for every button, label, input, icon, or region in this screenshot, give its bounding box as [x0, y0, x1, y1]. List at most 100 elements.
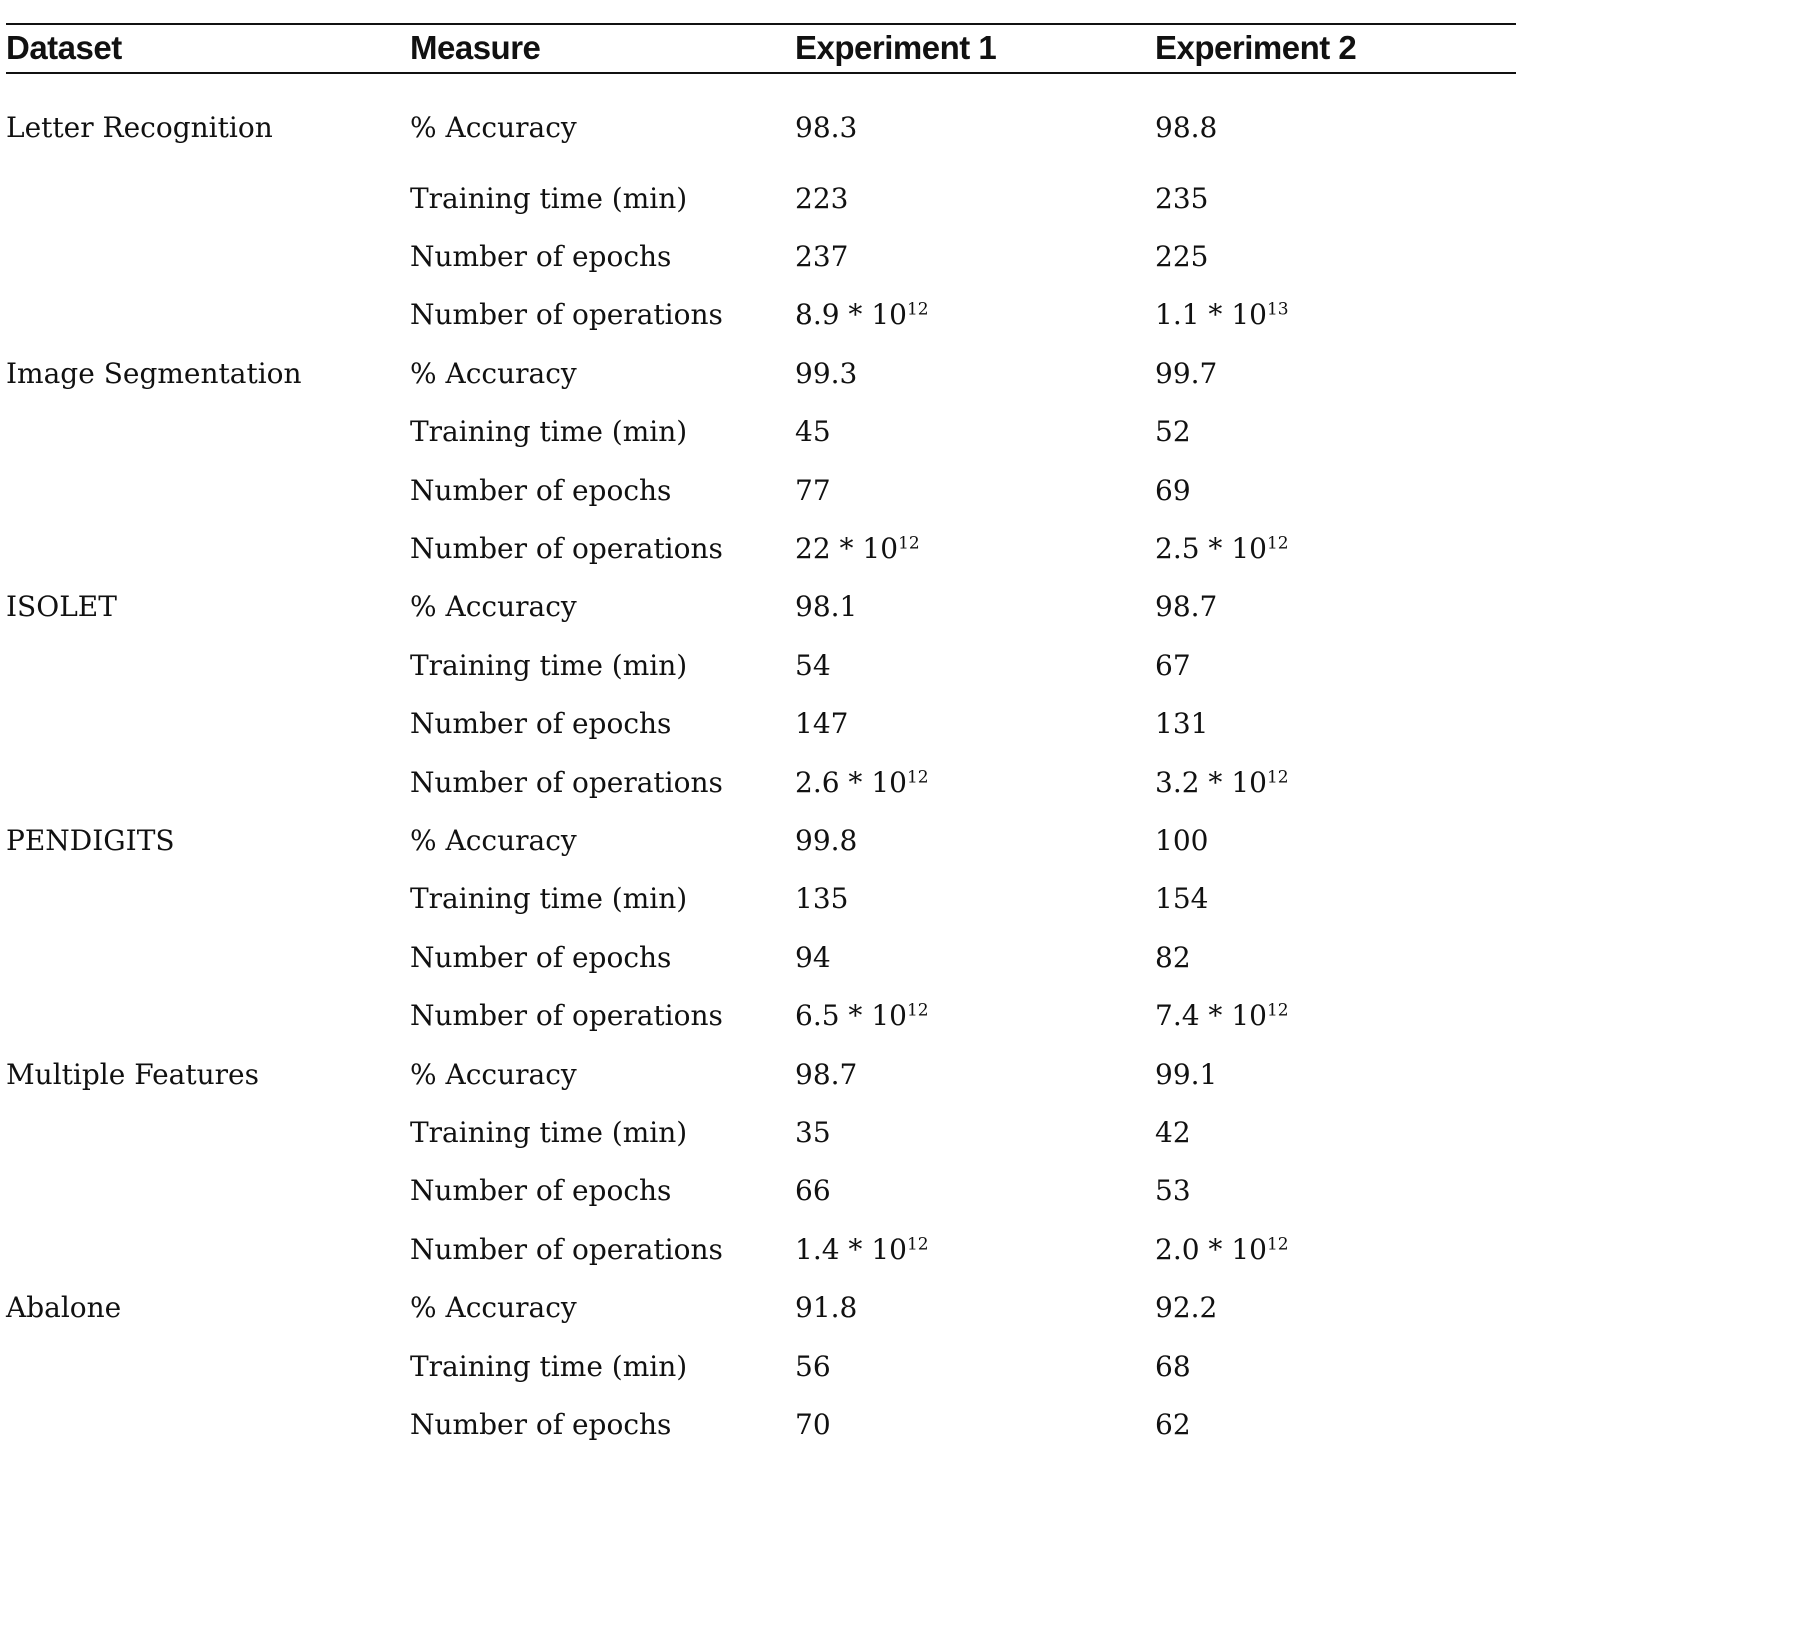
cell-measure-value: Number of operations — [410, 765, 723, 799]
cell-dataset: PENDIGITS — [6, 811, 410, 869]
cell-measure: % Accuracy — [410, 71, 795, 169]
cell-experiment-1-value: 56 — [795, 1349, 831, 1383]
cell-experiment-2-exponent: 12 — [1266, 1234, 1289, 1255]
cell-measure: Number of epochs — [410, 227, 795, 285]
cell-experiment-2-value: 99.7 — [1155, 356, 1218, 390]
table-row: Training time (min) 223 235 — [6, 169, 1516, 227]
cell-experiment-1-value: 223 — [795, 181, 849, 215]
cell-experiment-1-value: 1.4 * 10 — [795, 1232, 907, 1266]
cell-experiment-1-exponent: 12 — [906, 1234, 929, 1255]
cell-experiment-1-value: 2.6 * 10 — [795, 765, 907, 799]
cell-experiment-2-value: 98.7 — [1155, 590, 1218, 624]
cell-dataset — [6, 1162, 410, 1220]
cell-measure-value: Number of epochs — [410, 707, 672, 741]
cell-experiment-2-value: 225 — [1155, 240, 1209, 274]
cell-measure: Number of epochs — [410, 1162, 795, 1220]
cell-dataset — [6, 403, 410, 461]
cell-experiment-2-value: 99.1 — [1155, 1057, 1218, 1091]
cell-measure-value: Number of epochs — [410, 1174, 672, 1208]
cell-experiment-1-value: 66 — [795, 1174, 831, 1208]
cell-measure-value: Training time (min) — [410, 882, 688, 916]
cell-measure-value: Training time (min) — [410, 415, 688, 449]
cell-measure: Number of epochs — [410, 695, 795, 753]
cell-dataset — [6, 1337, 410, 1395]
cell-experiment-2-value: 3.2 * 10 — [1155, 765, 1267, 799]
cell-experiment-2-value: 100 — [1155, 823, 1209, 857]
table-top-rule — [6, 23, 1516, 25]
cell-experiment-1-value: 99.8 — [795, 823, 858, 857]
cell-measure: % Accuracy — [410, 811, 795, 869]
table-row: Training time (min) 56 68 — [6, 1337, 1516, 1395]
cell-experiment-1: 2.6 * 1012 — [795, 753, 1155, 811]
cell-experiment-2-value: 2.5 * 10 — [1155, 532, 1267, 566]
cell-experiment-2-value: 131 — [1155, 707, 1209, 741]
cell-experiment-2: 2.0 * 1012 — [1155, 1220, 1516, 1278]
cell-experiment-1: 98.1 — [795, 578, 1155, 636]
cell-measure-value: % Accuracy — [410, 590, 577, 624]
cell-dataset: ISOLET — [6, 578, 410, 636]
cell-experiment-1-value: 22 * 10 — [795, 532, 899, 566]
cell-experiment-2: 98.8 — [1155, 71, 1516, 169]
cell-experiment-2-value: 1.1 * 10 — [1155, 298, 1267, 332]
cell-experiment-2-exponent: 12 — [1266, 533, 1289, 554]
cell-dataset-value: PENDIGITS — [6, 823, 175, 857]
cell-measure-value: % Accuracy — [410, 1057, 577, 1091]
cell-experiment-1-exponent: 12 — [906, 1000, 929, 1021]
table-row: Abalone % Accuracy 91.8 92.2 — [6, 1278, 1516, 1336]
cell-measure: Training time (min) — [410, 403, 795, 461]
cell-dataset-value: Image Segmentation — [6, 356, 302, 390]
cell-measure-value: Training time (min) — [410, 1349, 688, 1383]
cell-measure: % Accuracy — [410, 1278, 795, 1336]
cell-experiment-1: 8.9 * 1012 — [795, 286, 1155, 344]
cell-experiment-2: 53 — [1155, 1162, 1516, 1220]
cell-measure: Number of epochs — [410, 1395, 795, 1453]
cell-measure-value: Number of operations — [410, 1232, 723, 1266]
cell-experiment-2-exponent: 13 — [1266, 300, 1289, 321]
cell-experiment-2-value: 92.2 — [1155, 1291, 1218, 1325]
table-row: Number of epochs 77 69 — [6, 461, 1516, 519]
cell-experiment-1: 6.5 * 1012 — [795, 986, 1155, 1044]
cell-dataset — [6, 227, 410, 285]
cell-measure: Number of operations — [410, 286, 795, 344]
cell-experiment-1-exponent: 12 — [898, 533, 920, 554]
cell-measure-value: Number of operations — [410, 532, 723, 566]
cell-dataset — [6, 169, 410, 227]
cell-measure-value: Number of epochs — [410, 473, 672, 507]
cell-dataset: Image Segmentation — [6, 344, 410, 402]
cell-measure: Training time (min) — [410, 1103, 795, 1161]
cell-dataset — [6, 636, 410, 694]
cell-experiment-1-value: 54 — [795, 648, 831, 682]
cell-experiment-2: 154 — [1155, 870, 1516, 928]
table-row: Training time (min) 35 42 — [6, 1103, 1516, 1161]
cell-dataset — [6, 519, 410, 577]
cell-measure: Number of epochs — [410, 461, 795, 519]
cell-experiment-2-value: 98.8 — [1155, 110, 1218, 144]
table-row: Multiple Features % Accuracy 98.7 99.1 — [6, 1045, 1516, 1103]
cell-measure-value: Training time (min) — [410, 1115, 688, 1149]
cell-experiment-1: 99.8 — [795, 811, 1155, 869]
table-row: ISOLET % Accuracy 98.1 98.7 — [6, 578, 1516, 636]
cell-dataset — [6, 753, 410, 811]
cell-experiment-1: 45 — [795, 403, 1155, 461]
cell-experiment-1: 94 — [795, 928, 1155, 986]
table-row: Number of operations 2.6 * 1012 3.2 * 1012 — [6, 753, 1516, 811]
cell-experiment-2: 52 — [1155, 403, 1516, 461]
cell-experiment-1: 237 — [795, 227, 1155, 285]
cell-experiment-1: 223 — [795, 169, 1155, 227]
cell-measure: Number of operations — [410, 1220, 795, 1278]
cell-experiment-2-value: 69 — [1155, 473, 1191, 507]
cell-dataset — [6, 1220, 410, 1278]
table-row: Training time (min) 135 154 — [6, 870, 1516, 928]
cell-experiment-1-value: 237 — [795, 240, 849, 274]
cell-experiment-1: 22 * 1012 — [795, 519, 1155, 577]
cell-experiment-2-value: 67 — [1155, 648, 1191, 682]
cell-experiment-1-value: 91.8 — [795, 1291, 858, 1325]
cell-measure: Number of operations — [410, 986, 795, 1044]
cell-experiment-2: 98.7 — [1155, 578, 1516, 636]
cell-dataset: Abalone — [6, 1278, 410, 1336]
cell-measure: Number of operations — [410, 519, 795, 577]
cell-measure: % Accuracy — [410, 344, 795, 402]
cell-experiment-2: 92.2 — [1155, 1278, 1516, 1336]
cell-experiment-2: 1.1 * 1013 — [1155, 286, 1516, 344]
cell-measure-value: Training time (min) — [410, 181, 688, 215]
